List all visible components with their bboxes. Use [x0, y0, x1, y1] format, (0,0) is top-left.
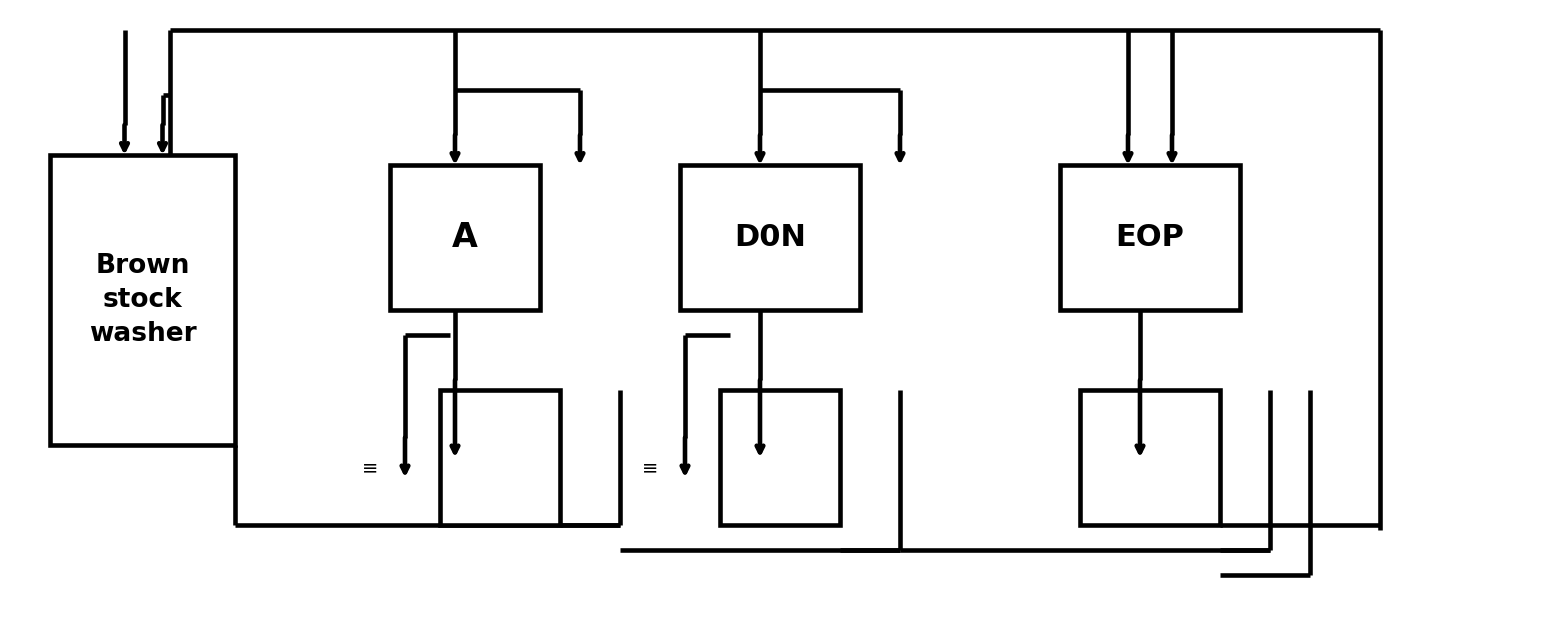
Bar	[1060, 165, 1241, 310]
Text: EOP: EOP	[1115, 223, 1185, 252]
Text: A: A	[452, 221, 478, 254]
Text: ≡: ≡	[362, 458, 377, 477]
Text: Brown
stock
washer: Brown stock washer	[88, 253, 196, 347]
Bar	[50, 155, 235, 445]
Bar	[439, 390, 560, 525]
Bar	[681, 165, 860, 310]
Bar	[390, 165, 540, 310]
Text: ≡: ≡	[642, 458, 657, 477]
Bar	[719, 390, 840, 525]
Text: D0N: D0N	[735, 223, 806, 252]
Bar	[1080, 390, 1221, 525]
